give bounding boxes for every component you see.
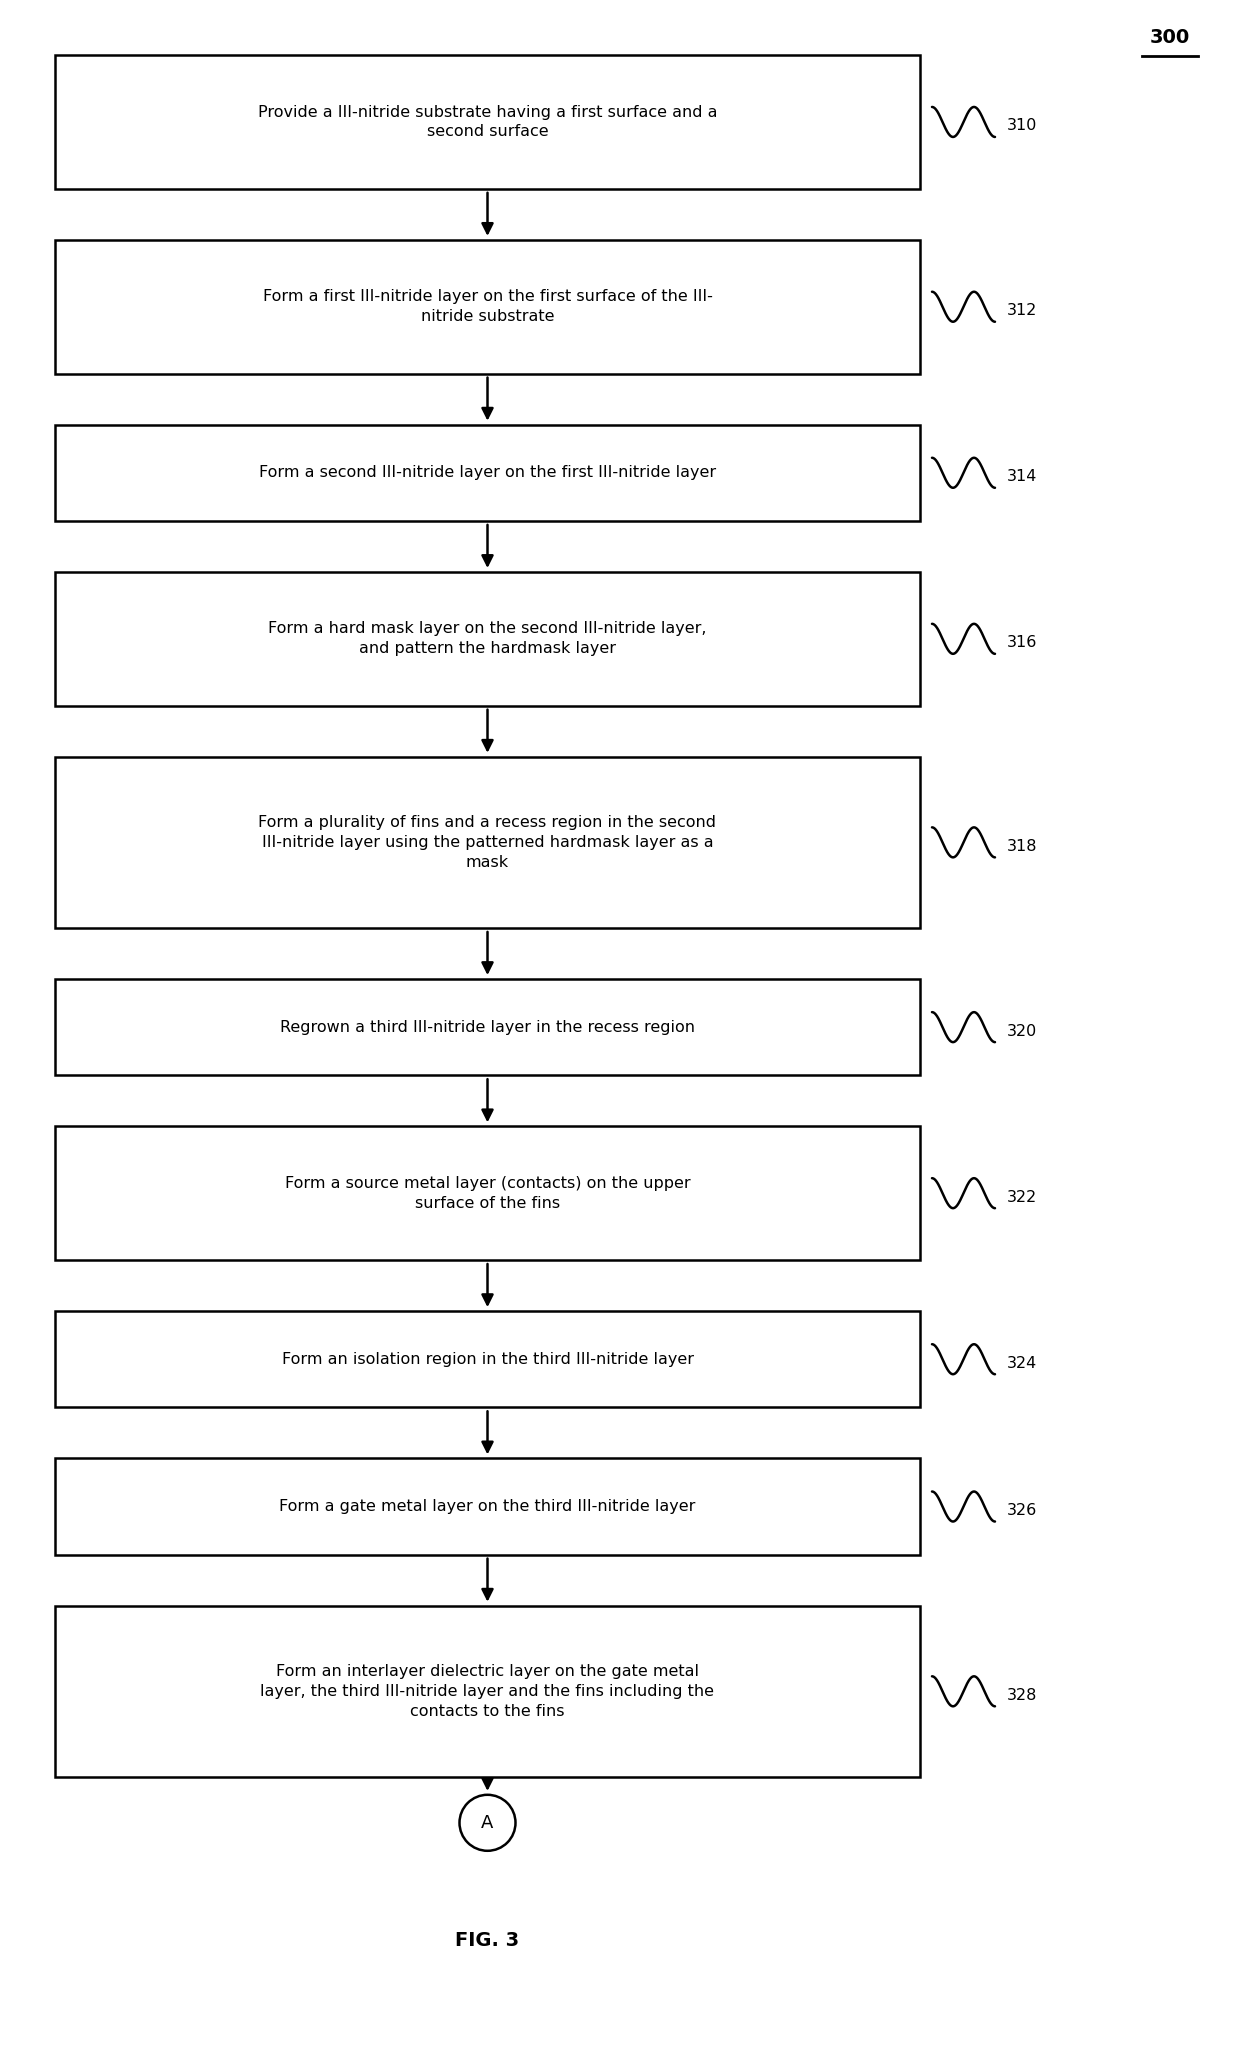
Bar — [55, 757, 920, 928]
Text: 318: 318 — [1007, 839, 1038, 854]
Text: 328: 328 — [1007, 1689, 1038, 1703]
Bar — [55, 56, 920, 189]
Bar — [55, 1458, 920, 1555]
Text: Form an interlayer dielectric layer on the gate metal
layer, the third III-nitri: Form an interlayer dielectric layer on t… — [260, 1664, 714, 1718]
Text: Form a gate metal layer on the third III-nitride layer: Form a gate metal layer on the third III… — [279, 1500, 696, 1514]
Text: 320: 320 — [1007, 1024, 1037, 1039]
Text: 324: 324 — [1007, 1356, 1037, 1370]
Bar — [55, 424, 920, 520]
Text: Form a hard mask layer on the second III-nitride layer,
and pattern the hardmask: Form a hard mask layer on the second III… — [268, 621, 707, 656]
Circle shape — [460, 1796, 516, 1851]
Bar — [55, 1127, 920, 1261]
Text: 322: 322 — [1007, 1189, 1037, 1205]
Bar — [55, 979, 920, 1076]
Text: A: A — [481, 1814, 494, 1833]
Text: Regrown a third III-nitride layer in the recess region: Regrown a third III-nitride layer in the… — [280, 1020, 694, 1035]
Text: 316: 316 — [1007, 636, 1038, 650]
Text: Form a second III-nitride layer on the first III-nitride layer: Form a second III-nitride layer on the f… — [259, 465, 715, 479]
Bar — [55, 1607, 920, 1777]
Text: Form a plurality of fins and a recess region in the second
III-nitride layer usi: Form a plurality of fins and a recess re… — [258, 815, 717, 870]
Text: 300: 300 — [1149, 29, 1190, 47]
Text: Provide a III-nitride substrate having a first surface and a
second surface: Provide a III-nitride substrate having a… — [258, 105, 717, 140]
Text: FIG. 3: FIG. 3 — [455, 1932, 520, 1950]
Text: 310: 310 — [1007, 119, 1038, 134]
Bar — [55, 572, 920, 706]
Text: Form a first III-nitride layer on the first surface of the III-
nitride substrat: Form a first III-nitride layer on the fi… — [263, 290, 713, 325]
Bar — [55, 241, 920, 374]
Bar — [55, 1310, 920, 1407]
Text: 314: 314 — [1007, 469, 1038, 483]
Text: Form a source metal layer (contacts) on the upper
surface of the fins: Form a source metal layer (contacts) on … — [285, 1177, 691, 1212]
Text: 326: 326 — [1007, 1504, 1037, 1518]
Text: Form an isolation region in the third III-nitride layer: Form an isolation region in the third II… — [281, 1351, 693, 1366]
Text: 312: 312 — [1007, 302, 1038, 319]
